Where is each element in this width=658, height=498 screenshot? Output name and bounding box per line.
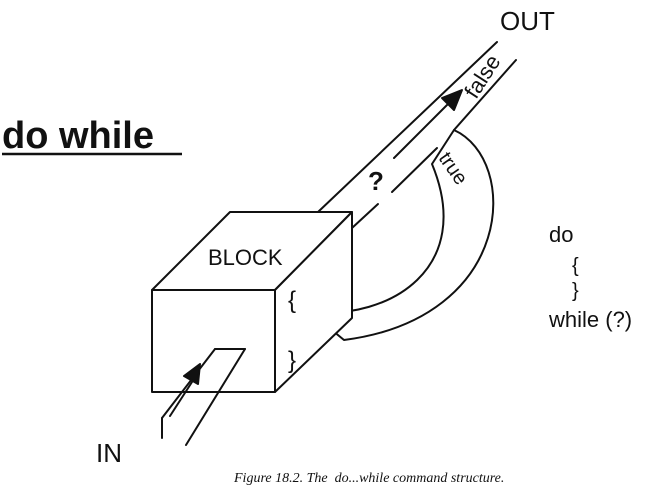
in-label: IN	[96, 438, 122, 468]
code-line-close-brace: }	[572, 280, 579, 302]
diagram-title: do while	[2, 115, 154, 157]
block-label: BLOCK	[208, 245, 283, 270]
out-channel	[317, 41, 517, 229]
in-arrow	[169, 363, 201, 417]
block-cube	[151, 211, 353, 393]
in-channel	[161, 348, 246, 446]
condition-question-mark: ?	[368, 166, 384, 196]
code-line-do: do	[549, 222, 573, 247]
code-line-while: while (?)	[548, 307, 632, 332]
code-line-open-brace: {	[572, 255, 579, 277]
out-arrow	[393, 89, 463, 159]
figure-caption: Figure 18.2. The do...while command stru…	[233, 471, 504, 486]
false-label: false	[459, 50, 505, 103]
block-open-brace: {	[288, 287, 296, 314]
out-label: OUT	[500, 6, 555, 36]
block-close-brace: }	[288, 347, 296, 374]
code-snippet: do { } while (?)	[548, 222, 632, 332]
